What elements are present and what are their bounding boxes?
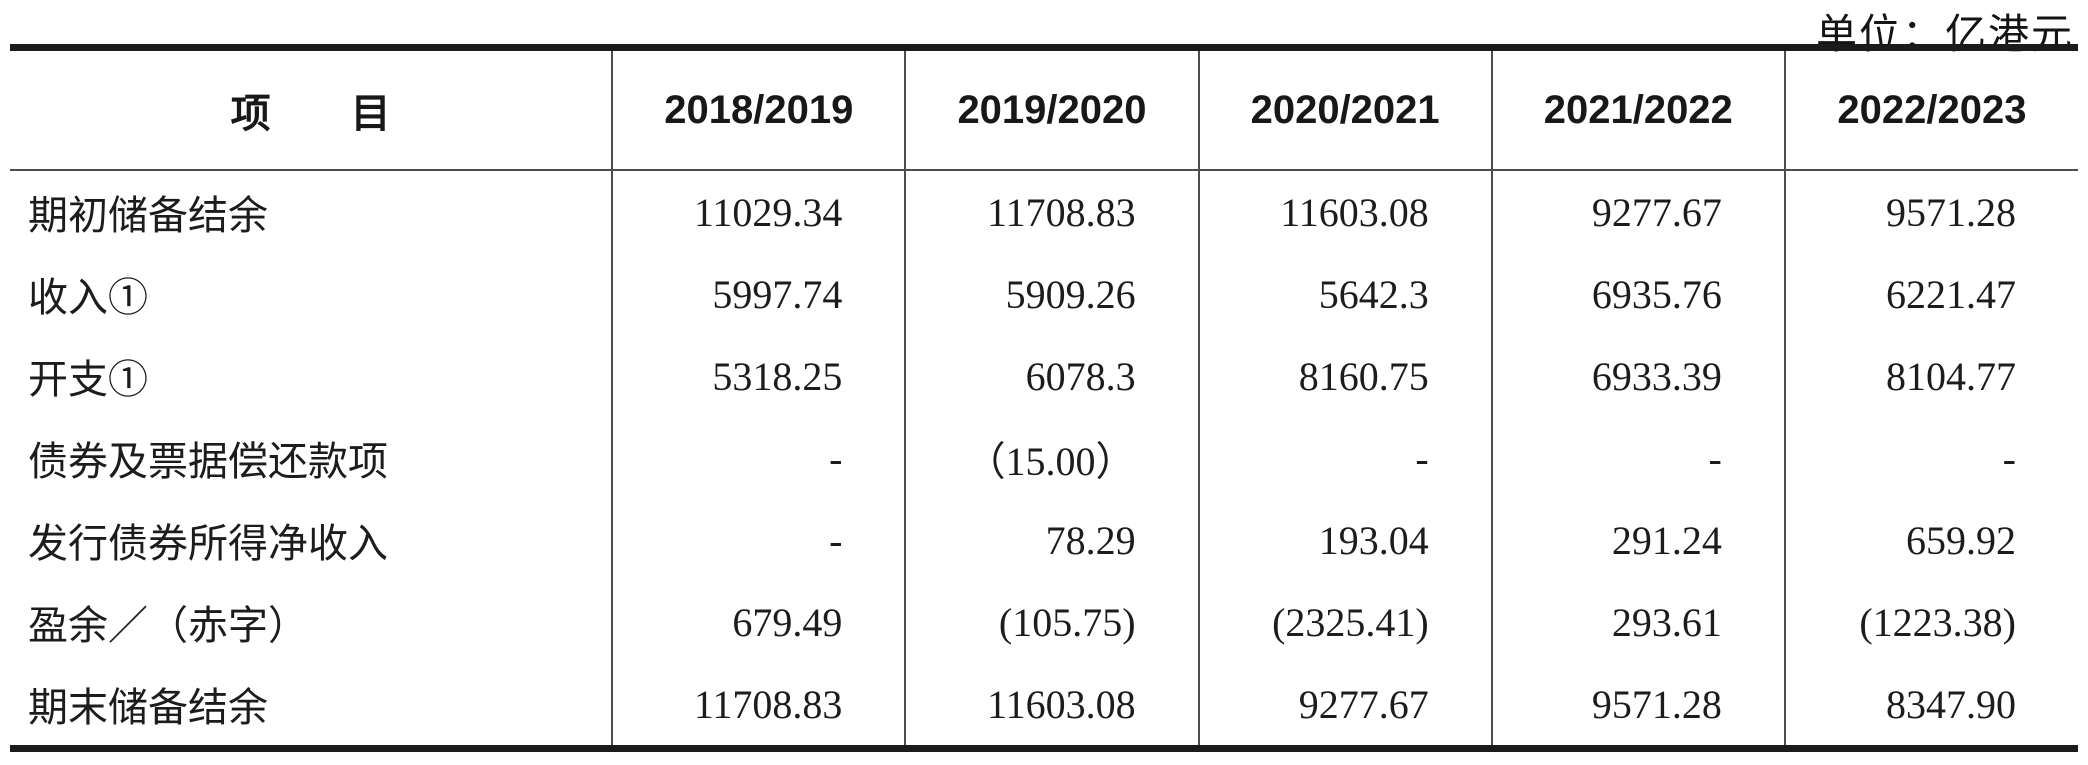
value-cell: 11603.08 (904, 663, 1199, 749)
table-row: 开支① 5318.25 6078.3 8160.75 6933.39 8104.… (10, 335, 2078, 417)
value-cell: 6933.39 (1490, 335, 1785, 417)
table-row: 期初储备结余 11029.34 11708.83 11603.08 9277.6… (10, 170, 2078, 253)
row-label-opening-reserve: 期初储备结余 (28, 193, 268, 238)
value-cell: （15.00） (904, 417, 1199, 499)
table-row: 收入① 5997.74 5909.26 5642.3 6935.76 6221.… (10, 253, 2078, 335)
value-cell: 78.29 (904, 499, 1199, 581)
row-label-expenditure: 开支① (28, 357, 148, 402)
row-label-bond-repayment: 债券及票据偿还款项 (28, 439, 388, 484)
fiscal-reserves-table: 项 目 2018/2019 2019/2020 2020/2021 2021/2… (10, 44, 2078, 752)
table-row: 债券及票据偿还款项 - （15.00） - - - (10, 417, 2078, 499)
value-cell: 5318.25 (611, 335, 906, 417)
table-header: 项 目 2018/2019 2019/2020 2020/2021 2021/2… (10, 47, 2078, 171)
value-cell: 293.61 (1490, 581, 1785, 663)
header-year-2020-2021: 2020/2021 (1197, 47, 1492, 171)
value-cell: 679.49 (611, 581, 906, 663)
header-item-column: 项 目 (10, 47, 613, 171)
table-row: 盈余／（赤字） 679.49 (105.75) (2325.41) 293.61… (10, 581, 2078, 663)
table-row: 发行债券所得净收入 - 78.29 193.04 291.24 659.92 (10, 499, 2078, 581)
value-cell: - (611, 417, 906, 499)
value-cell: 291.24 (1490, 499, 1785, 581)
value-cell: 11708.83 (904, 170, 1199, 253)
value-cell: 193.04 (1197, 499, 1492, 581)
value-cell: 9277.67 (1490, 170, 1785, 253)
value-cell: - (611, 499, 906, 581)
value-cell: 9277.67 (1197, 663, 1492, 749)
header-year-2021-2022: 2021/2022 (1490, 47, 1785, 171)
value-cell: 8104.77 (1783, 335, 2078, 417)
value-cell: 659.92 (1783, 499, 2078, 581)
value-cell: - (1490, 417, 1785, 499)
value-cell: 8160.75 (1197, 335, 1492, 417)
value-cell: - (1197, 417, 1492, 499)
row-label-income: 收入① (28, 275, 148, 320)
value-cell: - (1783, 417, 2078, 499)
header-year-2019-2020: 2019/2020 (904, 47, 1199, 171)
value-cell: 9571.28 (1490, 663, 1785, 749)
value-cell: 6078.3 (904, 335, 1199, 417)
value-cell: 11029.34 (611, 170, 906, 253)
value-cell: 11603.08 (1197, 170, 1492, 253)
header-row: 项 目 2018/2019 2019/2020 2020/2021 2021/2… (10, 47, 2078, 171)
header-year-2022-2023: 2022/2023 (1783, 47, 2078, 171)
value-cell: 6935.76 (1490, 253, 1785, 335)
row-label-closing-reserve: 期末储备结余 (28, 685, 268, 730)
value-cell: 5642.3 (1197, 253, 1492, 335)
row-label-surplus-deficit: 盈余／（赤字） (28, 603, 308, 648)
value-cell: 5909.26 (904, 253, 1199, 335)
value-cell: 6221.47 (1783, 253, 2078, 335)
value-cell: (105.75) (904, 581, 1199, 663)
header-year-2018-2019: 2018/2019 (611, 47, 906, 171)
table-body: 期初储备结余 11029.34 11708.83 11603.08 9277.6… (10, 170, 2078, 749)
value-cell: 8347.90 (1783, 663, 2078, 749)
row-label-bond-proceeds: 发行债券所得净收入 (28, 521, 388, 566)
value-cell: 11708.83 (611, 663, 906, 749)
value-cell: (2325.41) (1197, 581, 1492, 663)
value-cell: 9571.28 (1783, 170, 2078, 253)
table-row: 期末储备结余 11708.83 11603.08 9277.67 9571.28… (10, 663, 2078, 749)
value-cell: 5997.74 (611, 253, 906, 335)
value-cell: (1223.38) (1783, 581, 2078, 663)
